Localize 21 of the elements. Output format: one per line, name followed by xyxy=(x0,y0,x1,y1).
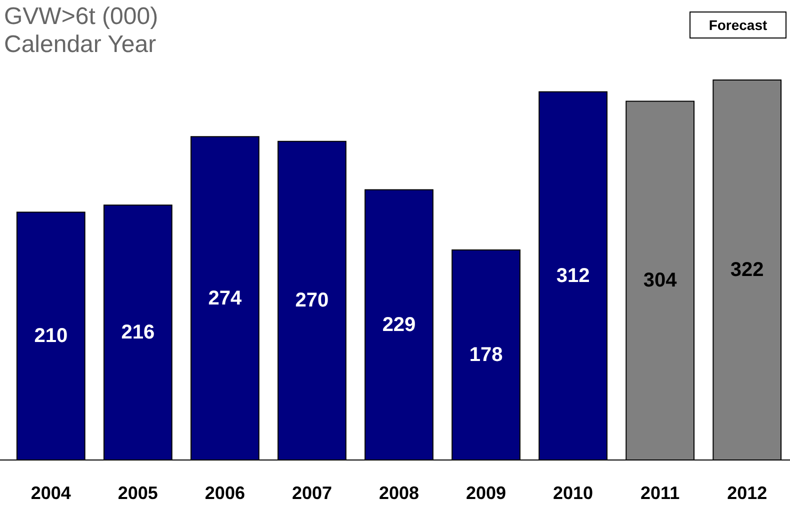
x-tick-label: 2009 xyxy=(466,483,506,503)
x-tick-label: 2007 xyxy=(292,483,332,503)
x-tick-label: 2008 xyxy=(378,483,420,503)
data-label: 216 xyxy=(121,322,155,344)
data-label: 322 xyxy=(730,259,764,281)
data-label: 210 xyxy=(34,325,68,348)
x-tick-label: 2010 xyxy=(553,483,594,503)
x-tick-label: 2005 xyxy=(118,483,158,503)
data-label: 274 xyxy=(208,287,243,310)
x-tick-label: 2012 xyxy=(727,483,768,503)
x-tick-label: 2006 xyxy=(204,483,245,503)
data-label: 178 xyxy=(469,344,503,366)
chart-subtitle: Calendar Year xyxy=(4,31,156,58)
chart-title: GVW>6t (000) xyxy=(4,3,158,30)
data-label: 229 xyxy=(382,314,416,336)
text: Forecast xyxy=(708,17,768,33)
data-label: 312 xyxy=(556,264,590,287)
x-tick-label: 2004 xyxy=(30,483,71,503)
data-label: 304 xyxy=(643,270,678,292)
data-label: 270 xyxy=(295,290,329,312)
x-tick-label: 2011 xyxy=(640,483,680,503)
